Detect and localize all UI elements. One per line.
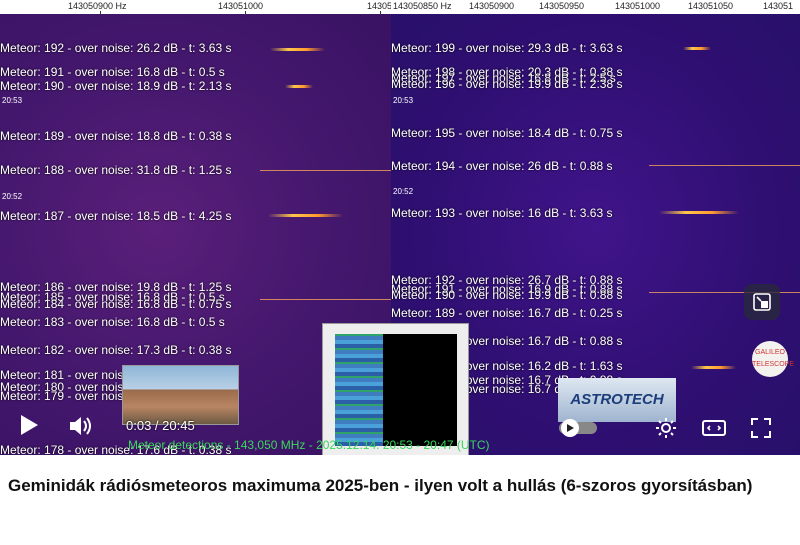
meteor-echo	[260, 170, 391, 171]
freq-label: 143051	[763, 1, 794, 11]
meteor-line: Meteor: 188 - over noise: 31.8 dB - t: 1…	[0, 163, 232, 177]
meteor-line: Meteor: 186 - over noise: 19.8 dB - t: 1…	[0, 280, 232, 294]
left-spectrogram: 143050900 Hz 143051000 14305 20:53 20:52…	[0, 0, 391, 455]
meteor-echo	[270, 48, 325, 51]
miniplayer-icon	[753, 293, 771, 311]
meteor-line: Meteor: 194 - over noise: 26 dB - t: 0.8…	[391, 159, 613, 173]
volume-button[interactable]	[68, 415, 94, 442]
meteor-line: Meteor: 193 - over noise: 16 dB - t: 3.6…	[391, 206, 613, 220]
play-button[interactable]	[18, 413, 40, 442]
freq-label: 143051000	[615, 1, 661, 11]
theater-mode-button[interactable]	[702, 418, 726, 443]
galileo-badge: GALILEO TELESCOPE	[752, 341, 794, 377]
time-label: 20:52	[2, 192, 23, 201]
gear-icon	[656, 418, 676, 438]
left-frequency-axis: 143050900 Hz 143051000 14305	[0, 0, 391, 15]
meteor-line: Meteor: 187 - over noise: 18.5 dB - t: 4…	[0, 209, 232, 223]
time-display: 0:03 / 20:45	[126, 418, 195, 433]
time-label: 20:53	[2, 96, 23, 105]
miniplayer-button[interactable]	[744, 284, 780, 320]
freq-label: 143050900	[469, 1, 515, 11]
time-label: 20:53	[393, 96, 414, 105]
play-icon	[21, 415, 38, 435]
astrotech-logo: ASTROTECH	[558, 378, 676, 422]
freq-label: 143050950	[539, 1, 585, 11]
meteor-line: Meteor: 192 - over noise: 26.7 dB - t: 0…	[391, 273, 623, 287]
meteor-line: Meteor: 190 - over noise: 19.9 dB - t: 0…	[391, 288, 623, 302]
embedded-spectrum-panel	[322, 323, 469, 455]
meteor-line: Meteor: 192 - over noise: 26.2 dB - t: 3…	[0, 41, 232, 55]
freq-label: 143050850 Hz	[393, 1, 452, 11]
meteor-echo	[268, 214, 343, 217]
meteor-echo	[260, 299, 391, 300]
meteor-line: Meteor: 191 - over noise: 16.8 dB - t: 0…	[0, 65, 225, 79]
meteor-line: Meteor: 189 - over noise: 16.7 dB - t: 0…	[391, 306, 623, 320]
meteor-line: Meteor: 190 - over noise: 18.9 dB - t: 2…	[0, 79, 232, 93]
meteor-echo	[659, 211, 739, 214]
video-player[interactable]: 143050900 Hz 143051000 14305 20:53 20:52…	[0, 0, 800, 455]
meteor-echo	[649, 165, 800, 166]
meteor-echo	[683, 47, 711, 50]
detection-caption: Meteor detections - 143,050 MHz - 2025.1…	[128, 438, 490, 452]
autoplay-toggle[interactable]	[558, 418, 598, 443]
freq-label: 143051000	[218, 1, 264, 11]
time-label: 20:52	[393, 187, 414, 196]
meteor-echo	[691, 366, 736, 369]
right-frequency-axis: 143050850 Hz 143050900 143050950 1430510…	[391, 0, 800, 14]
meteor-line: Meteor: 196 - over noise: 19.9 dB - t: 2…	[391, 77, 623, 91]
freq-label: 143051050	[688, 1, 734, 11]
embedded-video-thumbnail	[122, 365, 239, 425]
fullscreen-button[interactable]	[750, 417, 772, 444]
meteor-line: Meteor: 189 - over noise: 18.8 dB - t: 0…	[0, 129, 232, 143]
meteor-line: Meteor: 183 - over noise: 16.8 dB - t: 0…	[0, 315, 225, 329]
meteor-line: Meteor: 191 - over noise: 16.9 dB - t: 0…	[391, 282, 623, 296]
autoplay-toggle-icon	[559, 419, 597, 437]
meteor-line: Meteor: 182 - over noise: 17.3 dB - t: 0…	[0, 343, 232, 357]
theater-mode-icon	[702, 420, 726, 436]
meteor-echo	[285, 85, 313, 88]
meteor-echo	[649, 292, 800, 293]
freq-label: 14305	[367, 1, 391, 11]
meteor-line: Meteor: 178 - over noise: 17.6 dB - t: 0…	[0, 443, 232, 455]
volume-icon	[70, 417, 91, 435]
settings-button[interactable]	[655, 417, 677, 444]
meteor-line: Meteor: 184 - over noise: 16.8 dB - t: 0…	[0, 297, 232, 311]
video-title[interactable]: Geminidák rádiósmeteoros maximuma 2025-b…	[8, 476, 753, 495]
fullscreen-icon	[751, 418, 771, 438]
meteor-line: Meteor: 198 - over noise: 20.3 dB - t: 0…	[391, 65, 623, 79]
meteor-line: Meteor: 199 - over noise: 29.3 dB - t: 3…	[391, 41, 623, 55]
meteor-line: Meteor: 197 - over noise: 16.8 dB - t: 2…	[391, 71, 616, 85]
freq-label: 143050900 Hz	[68, 1, 127, 11]
meteor-line: Meteor: 195 - over noise: 18.4 dB - t: 0…	[391, 126, 623, 140]
meteor-line: Meteor: 185 - over noise: 16.8 dB - t: 0…	[0, 290, 225, 304]
